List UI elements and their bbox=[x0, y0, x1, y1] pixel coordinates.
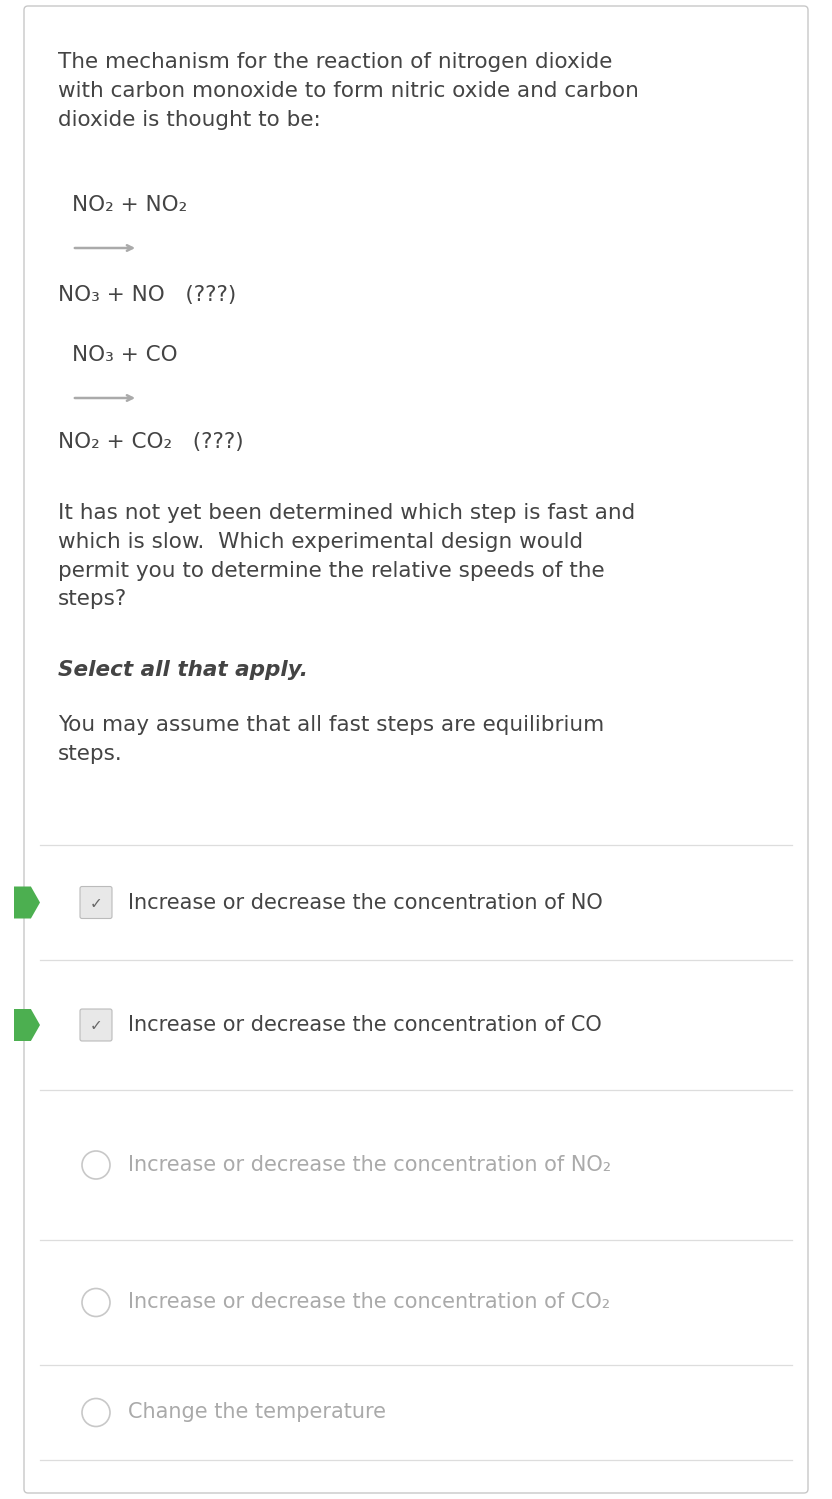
FancyBboxPatch shape bbox=[80, 886, 112, 919]
Text: ✓: ✓ bbox=[90, 1018, 102, 1033]
Text: It has not yet been determined which step is fast and
which is slow.  Which expe: It has not yet been determined which ste… bbox=[58, 504, 636, 610]
Text: Change the temperature: Change the temperature bbox=[128, 1403, 386, 1423]
Text: NO₃ + NO   (???): NO₃ + NO (???) bbox=[58, 285, 236, 304]
Text: Increase or decrease the concentration of CO₂: Increase or decrease the concentration o… bbox=[128, 1292, 610, 1313]
Text: Increase or decrease the concentration of NO₂: Increase or decrease the concentration o… bbox=[128, 1156, 612, 1175]
Text: You may assume that all fast steps are equilibrium
steps.: You may assume that all fast steps are e… bbox=[58, 715, 604, 764]
Polygon shape bbox=[14, 886, 40, 919]
Text: Increase or decrease the concentration of CO: Increase or decrease the concentration o… bbox=[128, 1015, 602, 1034]
Text: Select all that apply.: Select all that apply. bbox=[58, 660, 308, 681]
Text: Increase or decrease the concentration of NO: Increase or decrease the concentration o… bbox=[128, 892, 602, 913]
FancyBboxPatch shape bbox=[24, 6, 808, 1493]
FancyBboxPatch shape bbox=[80, 1009, 112, 1040]
Text: NO₃ + CO: NO₃ + CO bbox=[72, 345, 177, 364]
Text: ✓: ✓ bbox=[90, 896, 102, 911]
Text: The mechanism for the reaction of nitrogen dioxide
with carbon monoxide to form : The mechanism for the reaction of nitrog… bbox=[58, 52, 639, 129]
Text: NO₂ + CO₂   (???): NO₂ + CO₂ (???) bbox=[58, 432, 244, 453]
Text: NO₂ + NO₂: NO₂ + NO₂ bbox=[72, 195, 187, 214]
Polygon shape bbox=[14, 1009, 40, 1040]
